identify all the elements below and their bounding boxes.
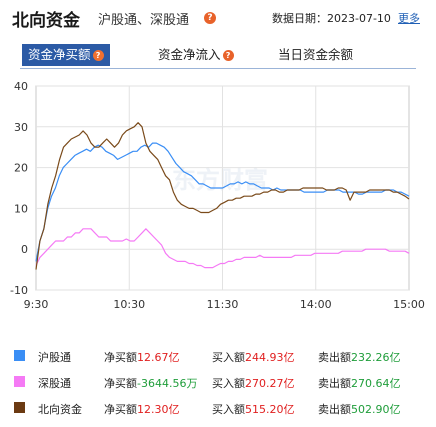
tab-label: 当日资金余额 xyxy=(278,47,354,62)
legend-net: 12.67亿 xyxy=(137,351,180,364)
legend-label: 净买额 xyxy=(104,377,137,390)
tab-daily-balance[interactable]: 当日资金余额 xyxy=(278,44,353,66)
legend-label: 买入额 xyxy=(212,403,245,416)
help-icon[interactable]: ? xyxy=(92,50,104,61)
net-buy-chart: 东方财富 -10 0 10 20 30 40 9:30 10:30 11:30 14:00 15:0… xyxy=(0,76,436,320)
help-icon[interactable]: ? xyxy=(222,50,234,61)
x-tick-label: 10:30 xyxy=(113,298,145,311)
data-date-value: 2023-07-10 xyxy=(327,12,391,25)
y-tick-label: 40 xyxy=(14,80,28,93)
legend-row-sz: 深股通 净买额-3644.56万 买入额270.27亿 卖出额270.64亿 xyxy=(0,372,436,392)
legend-sell: 232.26亿 xyxy=(351,351,401,364)
tab-label: 资金净流入 xyxy=(158,47,221,62)
legend-swatch xyxy=(14,350,25,361)
y-tick-label: 20 xyxy=(14,162,28,175)
chart-svg: 东方财富 -10 0 10 20 30 40 9:30 10:30 11:30 14:00 15:0… xyxy=(10,80,425,311)
legend-swatch xyxy=(14,376,25,387)
y-tick-label: -10 xyxy=(10,284,28,297)
legend-row-sh: 沪股通 净买额12.67亿 买入额244.93亿 卖出额232.26亿 xyxy=(0,346,436,366)
page-title: 北向资金 xyxy=(12,11,80,31)
series-line xyxy=(35,228,410,269)
legend-label: 卖出额 xyxy=(318,403,351,416)
more-link[interactable]: 更多 xyxy=(398,12,420,25)
legend-label: 卖出额 xyxy=(318,351,351,364)
legend-swatch xyxy=(14,402,25,413)
legend-sell: 502.90亿 xyxy=(351,403,401,416)
y-tick-label: 30 xyxy=(14,121,28,134)
page-subtitle: 沪股通、深股通 xyxy=(98,13,190,28)
legend-label: 买入额 xyxy=(212,351,245,364)
x-tick-label: 14:00 xyxy=(300,298,332,311)
legend-name: 深股通 xyxy=(38,377,71,390)
legend-net: -3644.56万 xyxy=(137,377,198,390)
x-tick-label: 11:30 xyxy=(207,298,239,311)
legend-buy: 244.93亿 xyxy=(245,351,295,364)
data-date: 数据日期：2023-07-10 xyxy=(272,10,391,26)
tab-underline xyxy=(20,68,416,69)
legend-buy: 270.27亿 xyxy=(245,377,295,390)
legend-row-north: 北向资金 净买额12.30亿 买入额515.20亿 卖出额502.90亿 xyxy=(0,398,436,418)
tab-net-buy[interactable]: 资金净买额? xyxy=(22,44,110,66)
series-line xyxy=(35,122,410,270)
legend-label: 买入额 xyxy=(212,377,245,390)
tab-net-inflow[interactable]: 资金净流入? xyxy=(158,44,234,66)
y-tick-label: 10 xyxy=(14,202,28,215)
tab-bar: 资金净买额? 资金净流入? 当日资金余额 xyxy=(0,44,436,70)
legend-name: 沪股通 xyxy=(38,351,71,364)
x-tick-label: 15:00 xyxy=(393,298,425,311)
data-date-label: 数据日期： xyxy=(272,12,327,25)
tab-label: 资金净买额 xyxy=(28,47,91,62)
legend-label: 卖出额 xyxy=(318,377,351,390)
legend-net: 12.30亿 xyxy=(137,403,180,416)
legend-label: 净买额 xyxy=(104,351,137,364)
legend-label: 净买额 xyxy=(104,403,137,416)
header: 北向资金 沪股通、深股通 ? 数据日期：2023-07-10 更多 xyxy=(0,0,436,34)
legend-name: 北向资金 xyxy=(38,403,82,416)
x-tick-label: 9:30 xyxy=(24,298,49,311)
legend-sell: 270.64亿 xyxy=(351,377,401,390)
legend-buy: 515.20亿 xyxy=(245,403,295,416)
help-icon[interactable]: ? xyxy=(204,12,216,24)
y-tick-label: 0 xyxy=(21,243,28,256)
chart-watermark: 东方财富 xyxy=(172,166,268,194)
